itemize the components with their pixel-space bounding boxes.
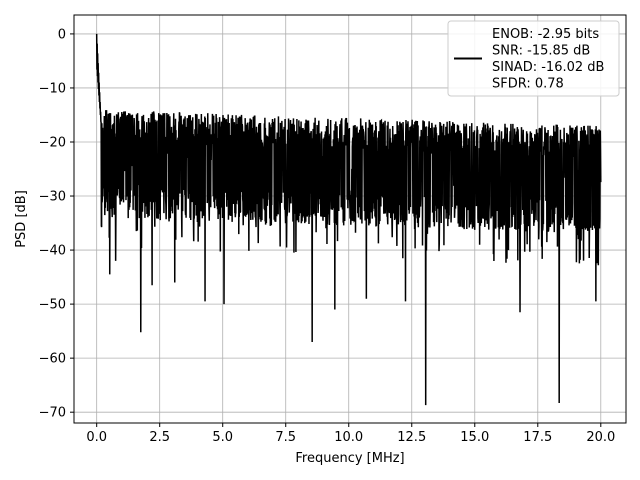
psd-series-line: [95, 33, 602, 406]
y-axis-label: PSD [dB]: [14, 190, 29, 248]
legend-snr: SNR: -15.85 dB: [492, 44, 590, 59]
y-tick-label: −70: [39, 406, 66, 421]
x-tick-label: 12.5: [397, 430, 426, 445]
y-tick-label: −10: [39, 81, 66, 96]
x-tick-label: 20.0: [586, 430, 615, 445]
y-tick-label: −30: [39, 190, 66, 205]
legend-sinad: SINAD: -16.02 dB: [492, 60, 604, 75]
legend: ENOB: -2.95 bits SNR: -15.85 dB SINAD: -…: [447, 20, 620, 97]
axes-frame: [73, 14, 627, 424]
y-tick-label: −60: [39, 352, 66, 367]
x-tick-label: 0.0: [86, 430, 107, 445]
x-axis: 0.0 2.5 5.0 7.5 10.0 12.5 15.0 17.5 20.0: [86, 423, 615, 445]
y-axis: 0 −10 −20 −30 −40 −50 −60 −70: [39, 27, 74, 421]
legend-box: [447, 20, 620, 97]
y-tick-label: −20: [39, 135, 66, 150]
x-tick-label: 17.5: [523, 430, 552, 445]
x-tick-label: 15.0: [460, 430, 489, 445]
legend-sfdr: SFDR: 0.78: [492, 77, 564, 92]
x-tick-label: 5.0: [212, 430, 233, 445]
plot-area: [95, 33, 602, 406]
y-tick-label: 0: [58, 27, 66, 42]
x-tick-label: 2.5: [149, 430, 170, 445]
x-tick-label: 7.5: [275, 430, 296, 445]
y-tick-label: −40: [39, 244, 66, 259]
x-axis-label: Frequency [MHz]: [295, 451, 404, 466]
legend-enob: ENOB: -2.95 bits: [492, 27, 599, 42]
x-tick-label: 10.0: [334, 430, 363, 445]
y-tick-label: −50: [39, 298, 66, 313]
